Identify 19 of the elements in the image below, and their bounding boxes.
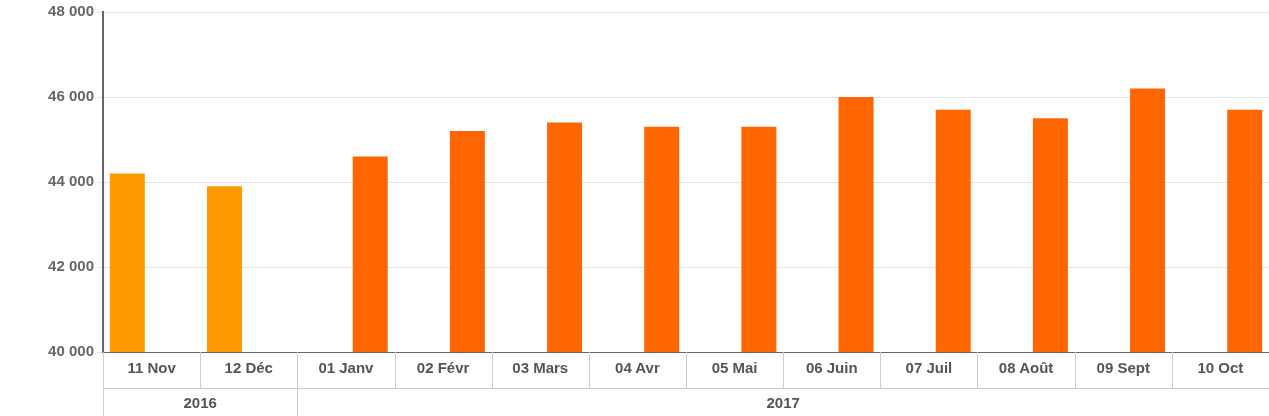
x-tick-label: 10 Oct: [1197, 359, 1244, 377]
x-tick-label: 05 Mai: [711, 359, 758, 377]
x-tick-label: 03 Mars: [512, 359, 569, 377]
x-tick-label: 04 Avr: [615, 359, 660, 377]
y-tick-label: 46 000: [48, 87, 94, 105]
x-tick-label: 02 Févr: [416, 359, 470, 377]
x-tick-label: 09 Sept: [1096, 359, 1150, 377]
x-tick-label: 01 Janv: [318, 359, 375, 377]
y-tick-label: 48 000: [48, 2, 94, 20]
x-tick-label: 08 Août: [998, 359, 1054, 377]
y-tick-label: 42 000: [48, 257, 94, 275]
text: 2016: [183, 394, 217, 412]
x-tick-label: 11 Nov: [127, 359, 177, 377]
x-tick-label: 06 Juin: [805, 359, 858, 377]
y-tick-label: 44 000: [48, 172, 94, 190]
y-tick-label: 40 000: [48, 342, 94, 360]
text: 2017: [766, 394, 800, 412]
x-tick-label: 12 Déc: [224, 359, 273, 377]
x-tick-label: 07 Juil: [905, 359, 953, 377]
